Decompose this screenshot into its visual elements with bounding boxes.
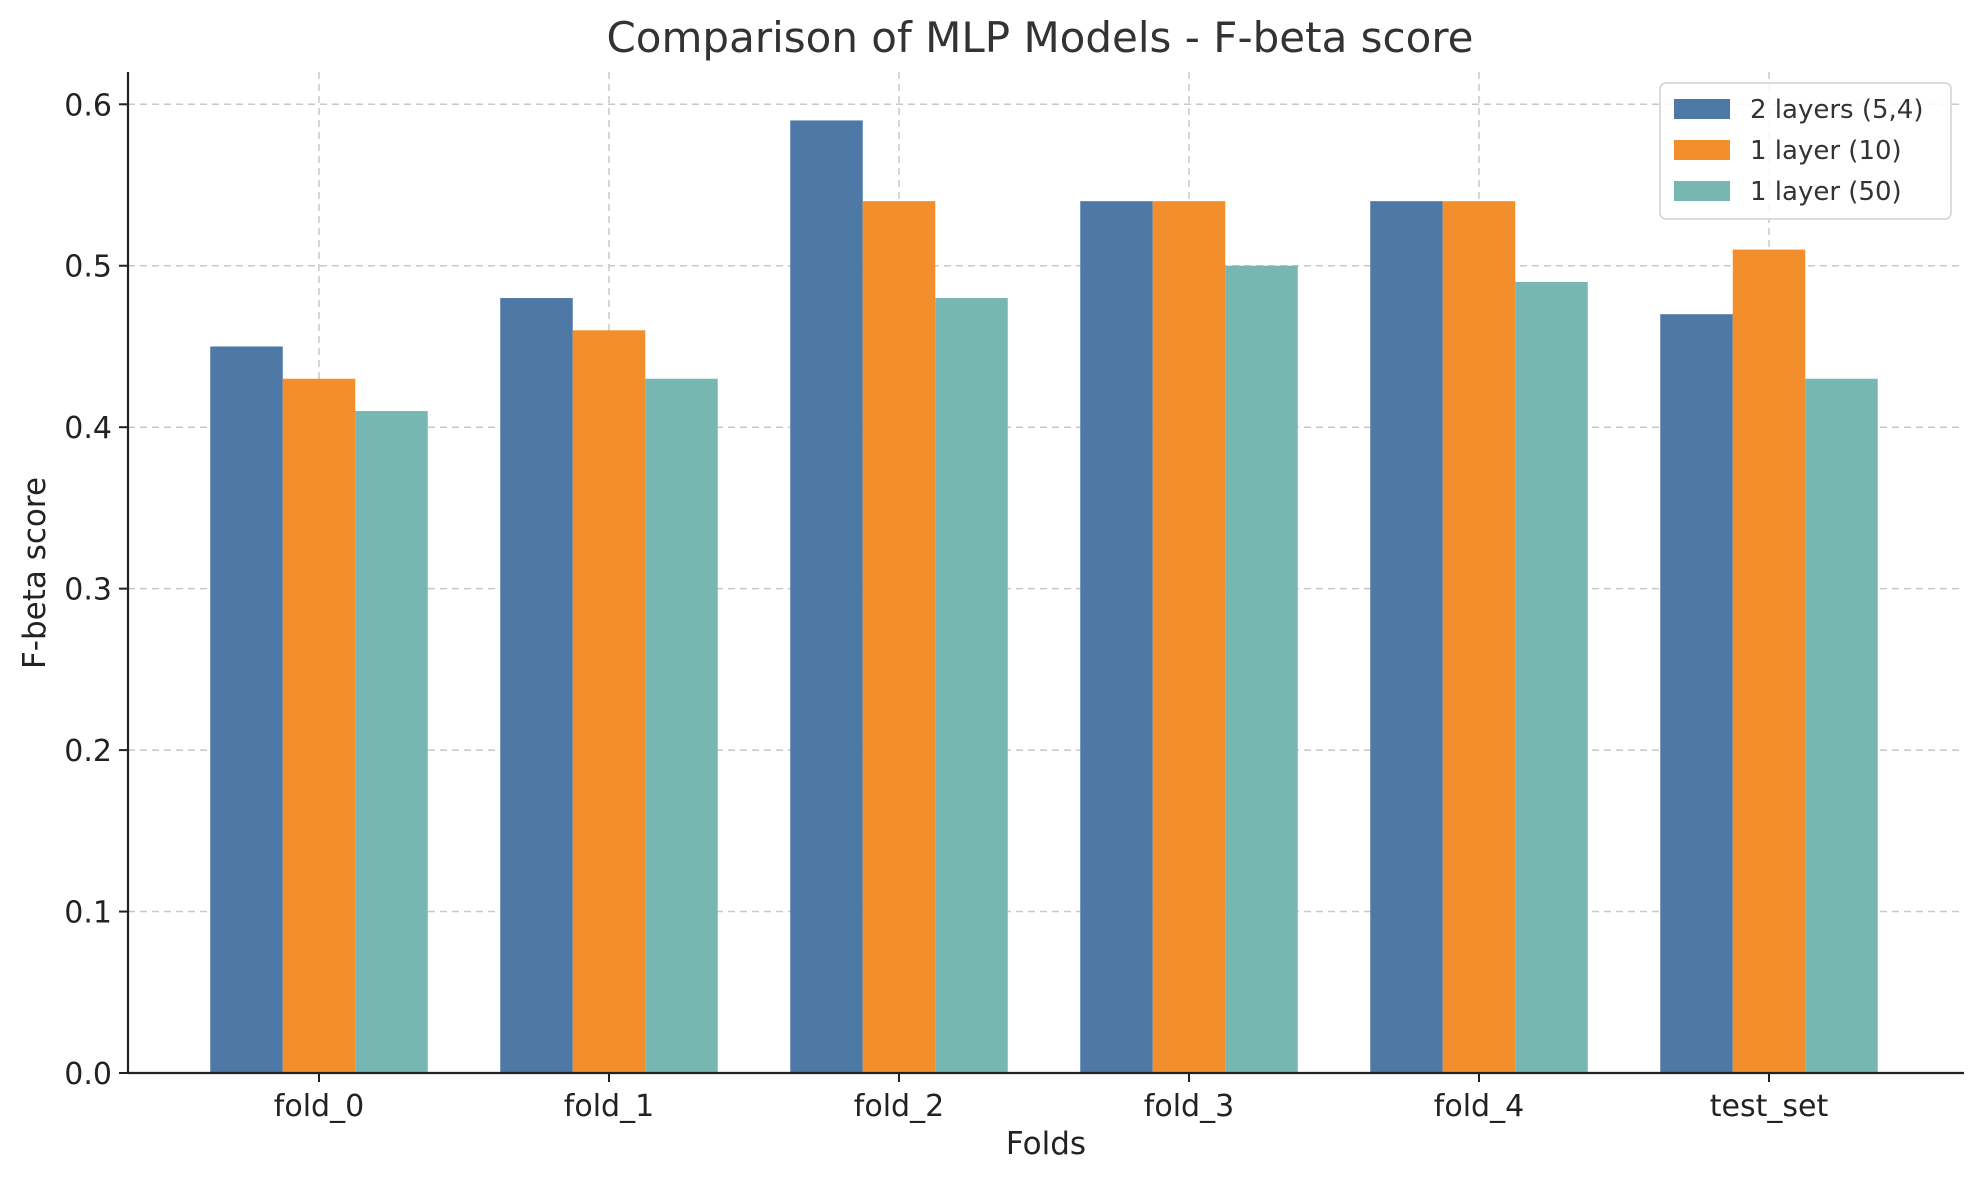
bar-fold_4-series-1 (1442, 201, 1516, 1074)
x-axis-label: Folds (1006, 1126, 1086, 1162)
bar-fold_3-series-1 (1152, 201, 1226, 1074)
legend: 2 layers (5,4) 1 layer (10) 1 layer (50) (1659, 82, 1952, 220)
bar-fold_2-series-0 (790, 120, 863, 1073)
y-ticks: 0.0 0.1 0.2 0.3 0.4 0.5 0.6 (64, 88, 128, 1092)
x-ticks: fold_0 fold_1 fold_2 fold_3 fold_4 test_set (274, 1073, 1829, 1124)
x-tick-label: fold_1 (564, 1089, 654, 1124)
bar-fold_1-series-0 (500, 298, 573, 1074)
bar-fold_2-series-1 (862, 201, 936, 1074)
bar-test_set-series-2 (1805, 378, 1878, 1073)
y-axis-label: F-beta score (17, 477, 53, 669)
bar-fold_2-series-2 (935, 298, 1008, 1074)
bar-fold_4-series-2 (1515, 281, 1588, 1073)
legend-frame (1659, 82, 1952, 220)
x-tick-label: test_set (1710, 1089, 1829, 1124)
bar-test_set-series-1 (1732, 249, 1806, 1073)
bar-fold_0-series-2 (355, 411, 428, 1073)
bar-fold_0-series-1 (282, 378, 356, 1073)
chart-title: Comparison of MLP Models - F-beta score (606, 13, 1473, 62)
y-tick-label: 0.5 (64, 250, 112, 285)
x-tick-label: fold_2 (854, 1089, 944, 1124)
bar-fold_1-series-1 (572, 330, 646, 1073)
x-tick-label: fold_4 (1434, 1089, 1524, 1124)
legend-label: 2 layers (5,4) (1750, 95, 1923, 125)
legend-swatch (1674, 181, 1730, 201)
bar-fold_4-series-0 (1370, 201, 1443, 1074)
x-tick-label: fold_3 (1144, 1089, 1234, 1124)
bars (210, 120, 1878, 1074)
bar-fold_3-series-0 (1080, 201, 1153, 1074)
y-tick-label: 0.2 (64, 734, 112, 769)
y-tick-label: 0.1 (64, 896, 112, 931)
y-tick-label: 0.6 (64, 88, 112, 123)
bar-test_set-series-0 (1660, 314, 1733, 1073)
y-tick-label: 0.3 (64, 573, 112, 608)
legend-swatch (1674, 99, 1730, 119)
axes (126, 72, 1964, 1075)
bar-fold_3-series-2 (1225, 265, 1298, 1073)
legend-label: 1 layer (10) (1750, 136, 1902, 166)
y-tick-label: 0.4 (64, 411, 112, 446)
legend-label: 1 layer (50) (1750, 177, 1902, 207)
bar-fold_1-series-2 (645, 378, 718, 1073)
x-tick-label: fold_0 (274, 1089, 364, 1124)
bar-fold_0-series-0 (210, 346, 283, 1073)
legend-swatch (1674, 140, 1730, 160)
y-tick-label: 0.0 (64, 1057, 112, 1092)
